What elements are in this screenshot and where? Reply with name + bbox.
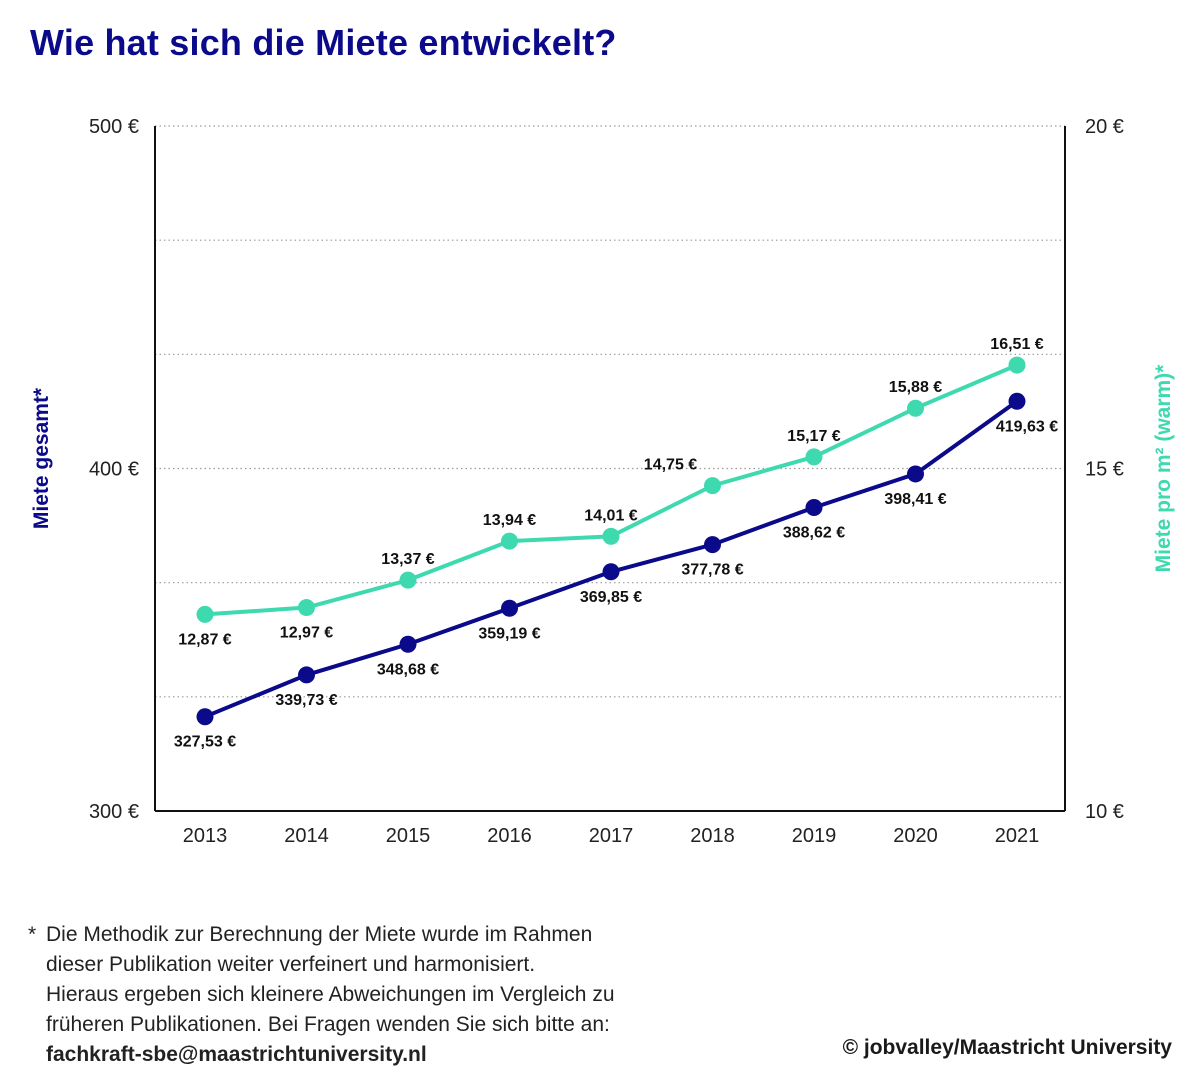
- contact-email[interactable]: fachkraft-sbe@maastrichtuniversity.nl: [46, 1043, 427, 1066]
- data-point-total-rent: [196, 708, 214, 726]
- data-label-rent-per-sqm: 12,87 €: [178, 631, 231, 648]
- data-point-rent-per-sqm: [1008, 356, 1026, 374]
- series-line-total-rent: [204, 399, 1019, 719]
- data-label-total-rent: 339,73 €: [275, 692, 337, 709]
- data-label-total-rent: 348,68 €: [377, 661, 439, 678]
- data-label-rent-per-sqm: 12,97 €: [280, 625, 333, 642]
- data-label-rent-per-sqm: 14,01 €: [584, 507, 637, 524]
- x-tick-label: 2019: [792, 825, 837, 847]
- footnote-line-4: früheren Publikationen. Bei Fragen wende…: [46, 1013, 610, 1036]
- x-tick-label: 2020: [893, 825, 938, 847]
- data-point-total-rent: [1008, 392, 1026, 410]
- data-label-rent-per-sqm: 15,88 €: [889, 379, 942, 396]
- x-tick-label: 2017: [589, 825, 634, 847]
- left-tick-label: 400 €: [89, 459, 139, 481]
- chart-title: Wie hat sich die Miete entwickelt?: [30, 22, 617, 63]
- data-point-rent-per-sqm: [602, 527, 620, 545]
- data-label-total-rent: 359,19 €: [478, 625, 540, 642]
- line-chart: 300 € 400 € 500 € 10 € 15 € 20 € 2013 2014 2015 2…: [30, 116, 1175, 847]
- data-point-total-rent: [602, 563, 620, 581]
- data-point-rent-per-sqm: [399, 571, 417, 589]
- right-tick-label: 10 €: [1085, 801, 1124, 823]
- footnote-marker: *: [28, 923, 37, 946]
- data-label-total-rent: 419,63 €: [996, 418, 1058, 435]
- x-tick-label: 2015: [386, 825, 431, 847]
- data-label-total-rent: 327,53 €: [174, 734, 236, 751]
- left-axis-title: Miete gesamt*: [30, 387, 53, 529]
- data-label-rent-per-sqm: 16,51 €: [990, 336, 1043, 353]
- data-point-rent-per-sqm: [501, 532, 518, 550]
- copyright-notice: © jobvalley/Maastricht University: [842, 1036, 1172, 1059]
- right-tick-label: 15 €: [1085, 459, 1124, 481]
- x-tick-label: 2018: [690, 825, 735, 847]
- data-point-rent-per-sqm: [907, 399, 924, 417]
- data-point-rent-per-sqm: [196, 605, 214, 623]
- x-tick-label: 2021: [995, 825, 1040, 847]
- footnote-line-2: dieser Publikation weiter verfeinert und…: [46, 953, 536, 976]
- data-point-total-rent: [805, 498, 823, 516]
- left-tick-label: 300 €: [89, 801, 139, 823]
- right-axis-title: Miete pro m² (warm)*: [1152, 364, 1175, 573]
- x-tick-label: 2014: [284, 825, 329, 847]
- data-point-rent-per-sqm: [805, 448, 823, 466]
- data-point-total-rent: [907, 465, 924, 483]
- data-label-total-rent: 369,85 €: [580, 589, 642, 606]
- data-point-total-rent: [704, 536, 721, 554]
- data-label-total-rent: 377,78 €: [681, 562, 743, 579]
- data-label-rent-per-sqm: 15,17 €: [787, 428, 840, 445]
- right-tick-label: 20 €: [1085, 116, 1124, 138]
- data-point-total-rent: [298, 666, 315, 684]
- data-point-rent-per-sqm: [298, 599, 315, 617]
- data-point-total-rent: [399, 635, 417, 653]
- data-label-total-rent: 388,62 €: [783, 524, 845, 541]
- data-label-rent-per-sqm: 13,37 €: [381, 551, 434, 568]
- data-label-rent-per-sqm: 14,75 €: [644, 457, 697, 474]
- footnote: * Die Methodik zur Berechnung der Miete …: [28, 920, 748, 1070]
- x-tick-label: 2016: [487, 825, 532, 847]
- data-label-total-rent: 398,41 €: [884, 491, 946, 508]
- footnote-line-1: Die Methodik zur Berechnung der Miete wu…: [46, 923, 593, 946]
- left-tick-label: 500 €: [89, 116, 139, 138]
- x-tick-label: 2013: [183, 825, 228, 847]
- data-point-rent-per-sqm: [704, 477, 721, 495]
- data-point-total-rent: [501, 599, 518, 617]
- footnote-line-3: Hieraus ergeben sich kleinere Abweichung…: [46, 983, 615, 1006]
- data-label-rent-per-sqm: 13,94 €: [483, 512, 536, 529]
